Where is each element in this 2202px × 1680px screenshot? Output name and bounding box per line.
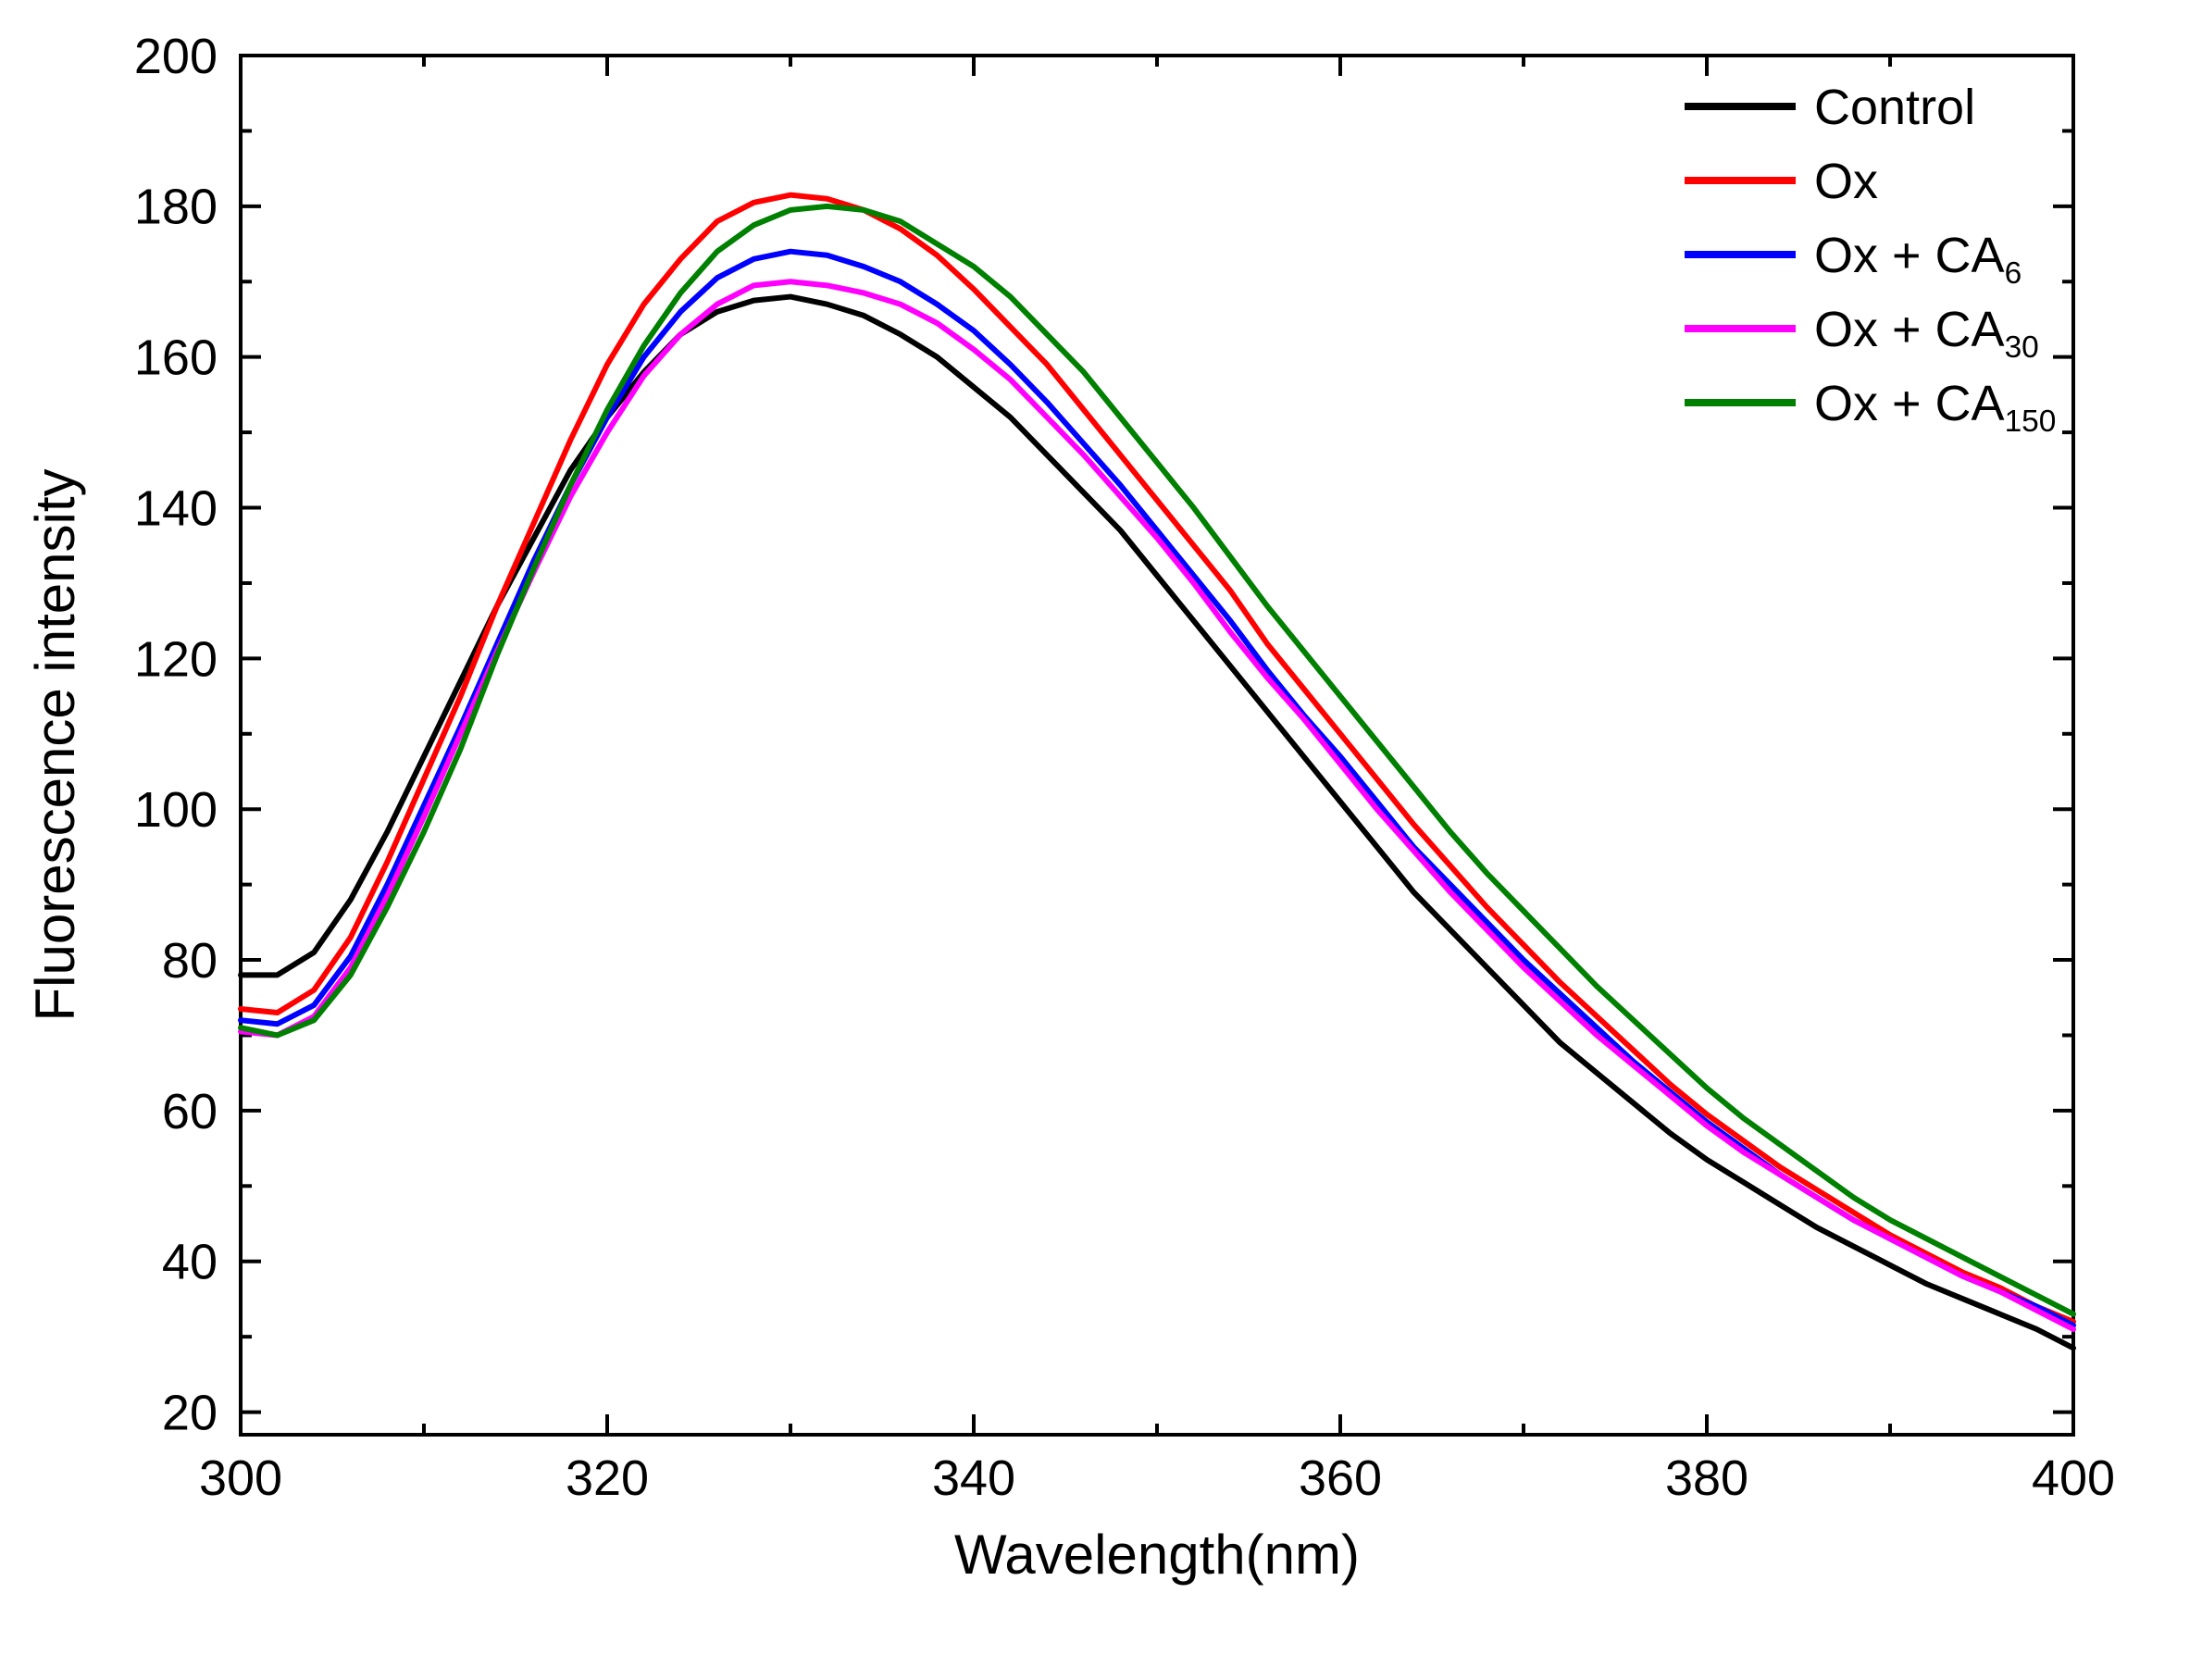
x-tick-label: 320 bbox=[566, 1450, 649, 1506]
x-tick-label: 360 bbox=[1299, 1450, 1382, 1506]
x-axis-label: Wavelength(nm) bbox=[954, 1524, 1360, 1586]
y-tick-label: 120 bbox=[134, 631, 218, 687]
x-tick-label: 340 bbox=[932, 1450, 1015, 1506]
legend-label: Ox + CA6 bbox=[1814, 228, 2022, 291]
y-tick-label: 140 bbox=[134, 480, 218, 536]
y-tick-label: 200 bbox=[134, 29, 218, 84]
legend-label: Ox bbox=[1814, 154, 1878, 209]
fluorescence-chart: 300 320 340 360 380 400 20 40 60 80 100 120 140 160 18… bbox=[0, 0, 2202, 1680]
y-tick-label: 60 bbox=[162, 1084, 218, 1139]
y-tick-label: 180 bbox=[134, 180, 218, 235]
x-tick-label: 380 bbox=[1665, 1450, 1748, 1506]
y-tick-label: 80 bbox=[162, 933, 218, 989]
y-tick-label: 20 bbox=[162, 1385, 218, 1440]
y-tick-label: 100 bbox=[134, 782, 218, 838]
x-tick-label: 300 bbox=[199, 1450, 282, 1506]
y-tick-label: 160 bbox=[134, 330, 218, 386]
y-axis-label: Fluorescence intensity bbox=[24, 469, 86, 1022]
legend-label: Control bbox=[1814, 80, 1975, 135]
x-tick-label: 400 bbox=[2032, 1450, 2115, 1506]
chart-svg: 300 320 340 360 380 400 20 40 60 80 100 120 140 160 18… bbox=[0, 0, 2202, 1680]
y-tick-label: 40 bbox=[162, 1235, 218, 1290]
